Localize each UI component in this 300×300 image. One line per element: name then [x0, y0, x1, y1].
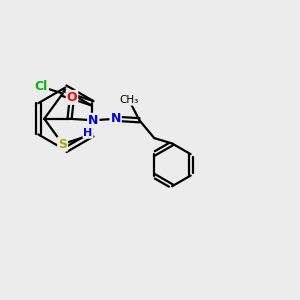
Text: N: N	[88, 114, 98, 127]
Text: H: H	[83, 128, 93, 138]
Text: CH₃: CH₃	[119, 95, 139, 105]
Text: N: N	[110, 112, 121, 125]
Text: Cl: Cl	[35, 80, 48, 93]
Text: S: S	[58, 137, 67, 151]
Text: O: O	[67, 91, 77, 104]
